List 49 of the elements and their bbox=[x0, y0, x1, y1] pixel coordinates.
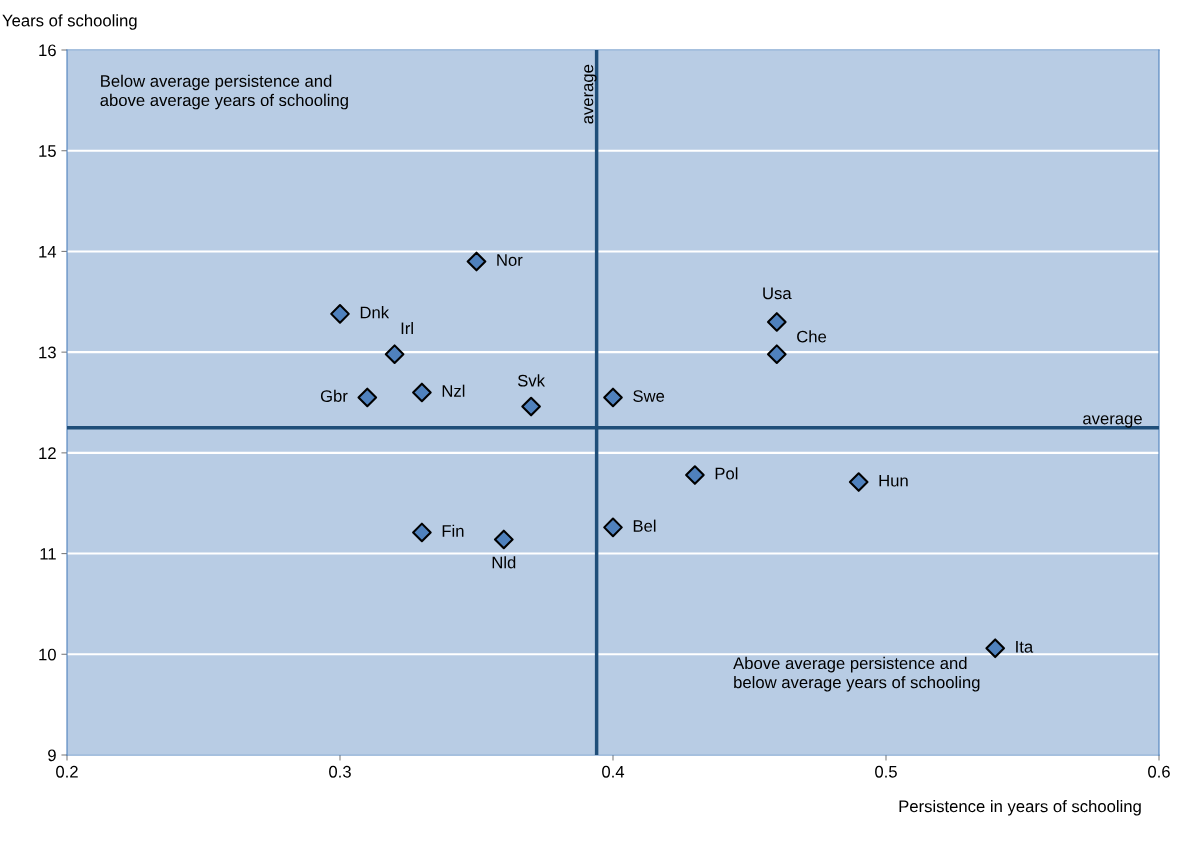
annotation: Gbr bbox=[320, 389, 348, 402]
point bbox=[493, 529, 514, 550]
point bbox=[766, 312, 787, 332]
point bbox=[357, 387, 378, 408]
annotation: Swe bbox=[633, 390, 665, 402]
point bbox=[466, 251, 487, 272]
point bbox=[330, 304, 350, 324]
y-tick-label: 11 bbox=[40, 548, 56, 560]
annotation: Fin bbox=[442, 524, 464, 537]
point bbox=[985, 638, 1006, 659]
x-tick-label: 0.3 bbox=[329, 765, 351, 778]
point bbox=[412, 522, 432, 543]
point bbox=[685, 465, 705, 485]
annotation: Ita bbox=[1016, 641, 1034, 653]
y-axis-title: Years of schooling bbox=[2, 14, 137, 30]
y-tick-label: 10 bbox=[39, 648, 56, 661]
annotation: Nld bbox=[492, 556, 516, 569]
point bbox=[603, 387, 623, 408]
annotation: Nzl bbox=[442, 384, 465, 397]
y-tick-label: 9 bbox=[48, 749, 56, 762]
x-tick-label: 0.2 bbox=[56, 765, 78, 778]
point bbox=[603, 517, 623, 538]
annotation: Above average persistence and below average years of schooling bbox=[733, 656, 980, 692]
point bbox=[521, 396, 541, 417]
x-tick-label: 0.5 bbox=[875, 765, 897, 778]
annotation: Pol bbox=[715, 467, 738, 480]
y-tick-label: 12 bbox=[39, 447, 56, 459]
ref-line-label: average bbox=[584, 64, 597, 124]
ref-line-label: average bbox=[1083, 415, 1142, 428]
annotation: Svk bbox=[517, 374, 546, 387]
annotation: Bel bbox=[633, 519, 656, 532]
y-tick-label: 15 bbox=[39, 145, 56, 157]
annotation: Dnk bbox=[360, 306, 390, 319]
point bbox=[384, 344, 405, 364]
y-tick-label: 13 bbox=[39, 346, 56, 359]
point bbox=[848, 472, 869, 492]
annotation: Below average persistence and above average years of schooling bbox=[100, 74, 348, 110]
annotation: Hun bbox=[879, 474, 908, 487]
x-axis-title: Persistence in years of schooling bbox=[899, 800, 1141, 816]
point bbox=[412, 382, 432, 403]
y-tick-label: 14 bbox=[39, 246, 57, 258]
annotation: Usa bbox=[763, 287, 792, 300]
annotation: Che bbox=[797, 330, 827, 343]
x-tick-label: 0.6 bbox=[1148, 765, 1170, 778]
x-tick-label: 0.4 bbox=[602, 765, 625, 778]
annotation: Nor bbox=[497, 254, 523, 266]
annotation: Irl bbox=[401, 321, 413, 335]
point bbox=[766, 344, 787, 364]
y-tick-label: 16 bbox=[39, 44, 56, 57]
